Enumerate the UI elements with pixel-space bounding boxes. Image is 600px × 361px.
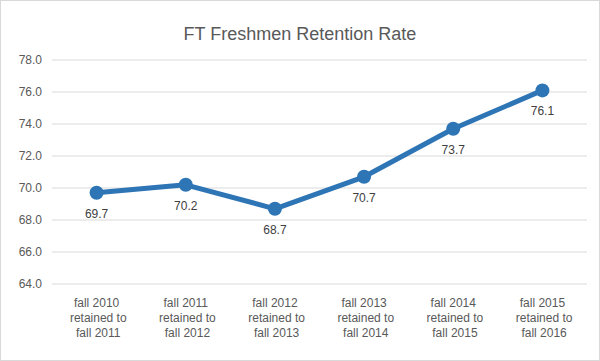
grid-line xyxy=(52,124,587,125)
x-tick-label-line: retained to xyxy=(512,311,572,325)
x-tick-label: fall 2014 retained to fall 2015 xyxy=(423,296,483,340)
x-tick-label-line: fall 2014 xyxy=(431,296,477,310)
x-tick-label-line: retained to xyxy=(245,311,305,325)
data-label: 68.7 xyxy=(263,223,287,237)
x-tick-label-line: retained to xyxy=(67,311,127,325)
x-tick-label-line: fall 2013 xyxy=(251,326,300,340)
grid-line xyxy=(52,284,587,285)
x-tick-label-line: fall 2015 xyxy=(429,326,478,340)
x-tick-label-line: fall 2011 xyxy=(73,326,121,340)
x-tick-label: fall 2011 retained to fall 2012 xyxy=(156,296,216,340)
x-tick-label: fall 2012 retained to fall 2013 xyxy=(245,296,305,340)
data-point xyxy=(357,170,371,184)
data-point xyxy=(535,83,549,97)
x-tick-label-line: fall 2015 xyxy=(520,296,566,310)
grid-line xyxy=(52,252,587,253)
y-tick-label: 74.0 xyxy=(19,117,43,131)
x-tick-label-line: fall 2012 xyxy=(252,296,298,310)
x-tick-label-line: retained to xyxy=(334,311,394,325)
x-tick-label-line: fall 2016 xyxy=(518,326,567,340)
chart-border xyxy=(1,1,600,361)
data-label: 70.7 xyxy=(352,191,376,205)
data-label: 69.7 xyxy=(85,207,109,221)
y-tick-label: 64.0 xyxy=(19,277,43,291)
x-tick-label-line: fall 2013 xyxy=(341,296,387,310)
x-tick-label: fall 2015 retained to fall 2016 xyxy=(512,296,572,340)
data-point xyxy=(90,186,104,200)
data-point xyxy=(179,178,193,192)
grid-line xyxy=(52,220,587,221)
x-tick-label-line: fall 2014 xyxy=(340,326,389,340)
data-point xyxy=(446,122,460,136)
x-tick-label-line: fall 2010 xyxy=(74,296,120,310)
grid-line xyxy=(52,156,587,157)
x-tick-label-line: retained to xyxy=(156,311,216,325)
x-tick-label: fall 2013 retained to fall 2014 xyxy=(334,296,394,340)
data-point xyxy=(268,202,282,216)
data-line xyxy=(97,90,543,208)
y-tick-label: 66.0 xyxy=(19,245,43,259)
grid-line xyxy=(52,60,587,61)
y-tick-label: 76.0 xyxy=(19,85,43,99)
chart-svg: FT Freshmen Retention Rate 64.0 66.0 68.0 70… xyxy=(0,0,600,361)
chart-title: FT Freshmen Retention Rate xyxy=(184,24,417,44)
data-label: 70.2 xyxy=(174,199,198,213)
data-label: 76.1 xyxy=(531,104,555,118)
x-tick-label-line: fall 2012 xyxy=(161,326,210,340)
y-tick-label: 68.0 xyxy=(19,213,43,227)
chart-container: FT Freshmen Retention Rate 64.0 66.0 68.0 70… xyxy=(0,0,600,361)
grid-line xyxy=(52,92,587,93)
y-tick-label: 72.0 xyxy=(19,149,43,163)
x-tick-label-line: fall 2011 xyxy=(164,296,209,310)
y-tick-label: 70.0 xyxy=(19,181,43,195)
plot-area xyxy=(90,83,550,215)
x-tick-label: fall 2010 retained to fall 2011 xyxy=(67,296,127,340)
x-tick-label-line: retained to xyxy=(423,311,483,325)
y-tick-label: 78.0 xyxy=(19,53,43,67)
data-label: 73.7 xyxy=(442,143,466,157)
